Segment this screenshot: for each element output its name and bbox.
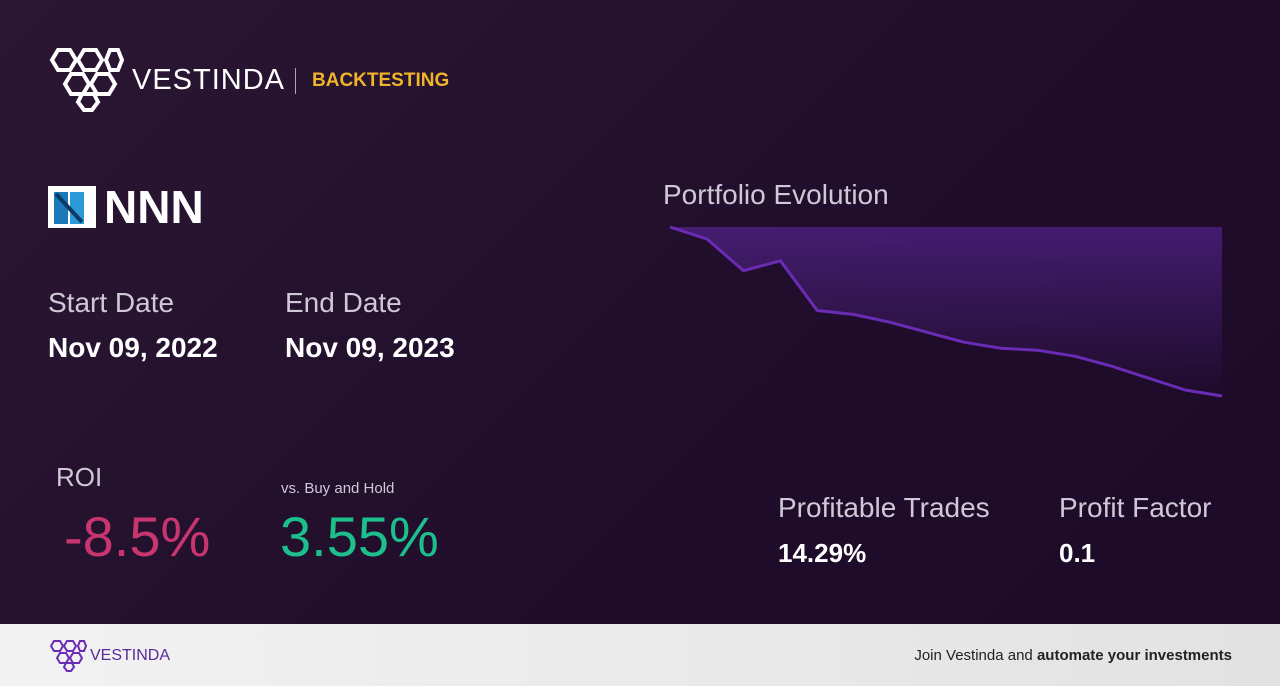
footer-plain: Join Vestinda and (914, 647, 1037, 664)
roi-value: -8.5% (64, 505, 211, 568)
footer-text: Join Vestinda and automate your investme… (914, 647, 1232, 664)
end-label: End Date (285, 287, 402, 318)
footer-brand: VESTINDA (90, 647, 171, 664)
area (670, 227, 1222, 396)
section: BACKTESTING (312, 70, 450, 91)
footer-bold: automate your investments (1036, 647, 1232, 664)
stat-value: 14.29% (778, 538, 867, 568)
roi-label: ROI (56, 462, 103, 492)
logo (49, 48, 125, 112)
start-value: Nov 09, 2022 (48, 332, 218, 363)
divider (295, 68, 296, 94)
end-value: Nov 09, 2023 (285, 332, 455, 363)
buy-hold-value: 3.55% (280, 505, 439, 568)
start-label: Start Date (48, 287, 175, 318)
chart (669, 225, 1223, 398)
ticker-icon (48, 186, 96, 228)
ticker: NNN (104, 181, 204, 233)
brand: VESTINDA (132, 64, 286, 96)
stat-label: Profit Factor (1059, 492, 1212, 523)
line (669, 225, 1223, 398)
stat-value: 0.1 (1059, 538, 1096, 568)
chart-title: Portfolio Evolution (663, 179, 889, 210)
stat-label: Profitable Trades (778, 492, 990, 523)
footer: VESTINDA Join Vestinda and automate your… (0, 624, 1280, 686)
footer-logo (49, 640, 88, 672)
buy-hold-label: vs. Buy and Hold (281, 480, 395, 497)
